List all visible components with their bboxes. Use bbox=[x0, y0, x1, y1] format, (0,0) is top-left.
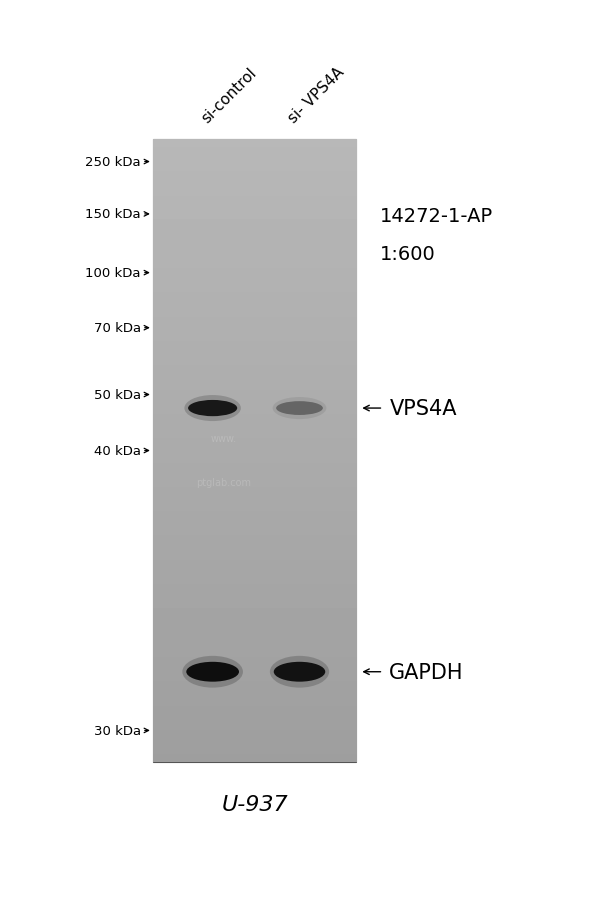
Text: ptglab.com: ptglab.com bbox=[196, 477, 252, 487]
Text: GAPDH: GAPDH bbox=[389, 662, 464, 682]
Ellipse shape bbox=[274, 662, 325, 682]
Ellipse shape bbox=[184, 396, 241, 421]
Ellipse shape bbox=[182, 656, 243, 688]
Text: 50 kDa: 50 kDa bbox=[93, 389, 141, 401]
Ellipse shape bbox=[186, 662, 239, 682]
Text: VPS4A: VPS4A bbox=[389, 399, 457, 419]
Text: www.: www. bbox=[211, 434, 237, 444]
Ellipse shape bbox=[270, 656, 329, 688]
Text: U-937: U-937 bbox=[221, 795, 288, 815]
Text: 40 kDa: 40 kDa bbox=[94, 445, 141, 457]
Text: 1:600: 1:600 bbox=[380, 244, 436, 264]
Text: 70 kDa: 70 kDa bbox=[93, 322, 141, 335]
Ellipse shape bbox=[276, 401, 323, 416]
Text: si- VPS4A: si- VPS4A bbox=[286, 65, 347, 126]
Ellipse shape bbox=[273, 398, 326, 419]
Text: 14272-1-AP: 14272-1-AP bbox=[380, 207, 494, 226]
Text: 100 kDa: 100 kDa bbox=[85, 267, 141, 280]
Text: si-control: si-control bbox=[199, 66, 260, 126]
Ellipse shape bbox=[188, 400, 237, 417]
Text: 30 kDa: 30 kDa bbox=[93, 724, 141, 737]
Text: 250 kDa: 250 kDa bbox=[85, 156, 141, 169]
Bar bbox=[153, 140, 356, 762]
Text: 150 kDa: 150 kDa bbox=[85, 208, 141, 221]
